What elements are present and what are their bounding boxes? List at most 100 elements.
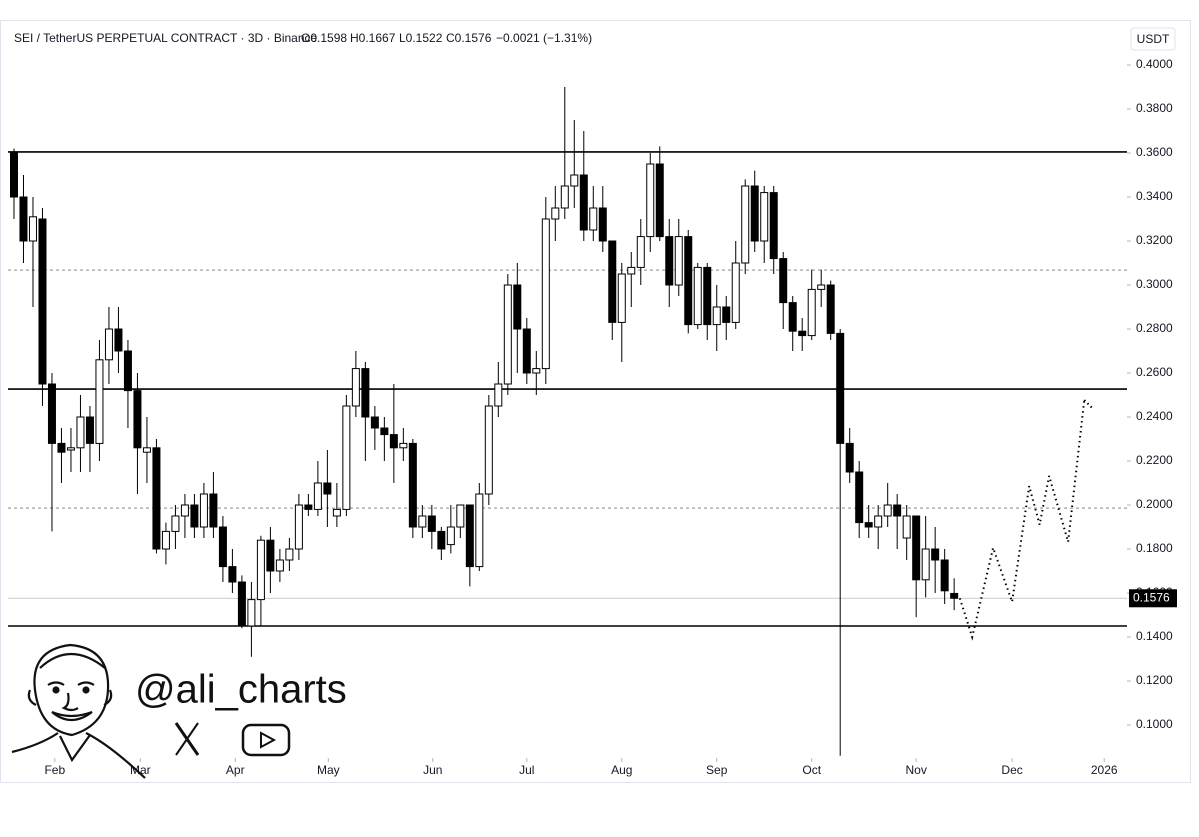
y-tick-label: 0.3400 [1136, 189, 1173, 203]
candle-body [950, 592, 959, 599]
candle-body [285, 548, 294, 561]
y-tick-label: 0.4000 [1136, 57, 1173, 71]
candle-body [921, 548, 930, 581]
header-stat: O0.1598 [301, 31, 347, 45]
candle-body [446, 526, 455, 546]
y-tick-label: 0.2200 [1136, 453, 1173, 467]
candle-body [940, 559, 949, 592]
candle-body [674, 236, 683, 286]
y-tick-label: 0.3200 [1136, 233, 1173, 247]
x-tick-label: Aug [611, 763, 632, 777]
x-tick-label: Mar [130, 763, 151, 777]
candle-body [684, 236, 693, 326]
candle-body [750, 185, 759, 242]
candle-body [731, 262, 740, 323]
x-tick-label: Nov [906, 763, 927, 777]
candle-body [703, 266, 712, 326]
candle-body [883, 504, 892, 517]
y-tick-label: 0.2800 [1136, 321, 1173, 335]
candle-body [218, 526, 227, 568]
candle-body [85, 416, 94, 444]
x-tick-label: Dec [1001, 763, 1022, 777]
y-tick-label: 0.1200 [1136, 673, 1173, 687]
candle-body [323, 482, 332, 495]
x-tick-label: Feb [44, 763, 65, 777]
candle-body [893, 504, 902, 517]
candle-body [779, 258, 788, 304]
candle-body [836, 332, 845, 444]
candle-body [408, 442, 417, 528]
candle-body [142, 447, 151, 453]
candle-body [465, 504, 474, 568]
candle-body [304, 504, 313, 510]
candle-body [180, 504, 189, 517]
candle-body [475, 493, 484, 568]
chart-frame [0, 20, 1191, 783]
candle-body [199, 493, 208, 528]
last-price-label: 0.1576 [1133, 590, 1170, 604]
candle-body [171, 515, 180, 532]
candle-body [247, 599, 256, 627]
candle-body [494, 383, 503, 407]
candle-body [617, 273, 626, 323]
x-tick-label: Sep [706, 763, 728, 777]
x-tick-label: Jul [519, 763, 534, 777]
candle-body [902, 515, 911, 539]
candle-body [256, 539, 265, 601]
candle-body [608, 240, 617, 323]
candle-body [551, 207, 560, 220]
candle-body [589, 207, 598, 231]
candle-body [266, 539, 275, 572]
candle-body [361, 368, 370, 418]
candle-body [370, 416, 379, 429]
candle-body [817, 284, 826, 290]
candle-body [57, 442, 66, 453]
candle-body [864, 522, 873, 528]
candle-body [826, 284, 835, 334]
candle-body [722, 306, 731, 323]
y-tick-label: 0.3600 [1136, 145, 1173, 159]
currency: USDT [1137, 32, 1170, 46]
candle-body [560, 185, 569, 209]
candle-body [389, 434, 398, 449]
currency-box [1130, 27, 1176, 51]
x-logo [174, 722, 200, 756]
avatar [11, 643, 146, 779]
candle-body [760, 192, 769, 242]
candle-body [532, 368, 541, 374]
candle-body [522, 328, 531, 374]
candle-body [570, 174, 579, 187]
candle-body [655, 163, 664, 238]
candle-body [541, 218, 550, 370]
candle-body [19, 196, 28, 242]
candle-body [579, 174, 588, 231]
candle-body [788, 302, 797, 332]
y-tick-label: 0.3000 [1136, 277, 1173, 291]
candle-body [9, 152, 18, 198]
y-tick-label: 0.1400 [1136, 629, 1173, 643]
candle-body [456, 504, 465, 528]
candle-body [712, 306, 721, 326]
candle-body [427, 515, 436, 532]
candle-body [874, 515, 883, 528]
candle-body [28, 216, 37, 242]
candle-body [798, 330, 807, 337]
candle-body [845, 442, 854, 473]
candle-body [152, 447, 161, 550]
y-tick-label: 0.2600 [1136, 365, 1173, 379]
candle-body [912, 515, 921, 581]
candle-body [351, 368, 360, 407]
candle-body [503, 284, 512, 385]
candle-body [741, 185, 750, 264]
header-stat: L0.1522 [399, 31, 443, 45]
candle-body [484, 405, 493, 495]
candle-body [598, 207, 607, 242]
candle-body [646, 163, 655, 238]
last-price-box [1129, 589, 1177, 608]
candle-body [399, 442, 408, 449]
x-tick-label: May [317, 763, 340, 777]
candle-body [807, 288, 816, 337]
y-tick-label: 0.1000 [1136, 717, 1173, 731]
candle-body [627, 266, 636, 275]
